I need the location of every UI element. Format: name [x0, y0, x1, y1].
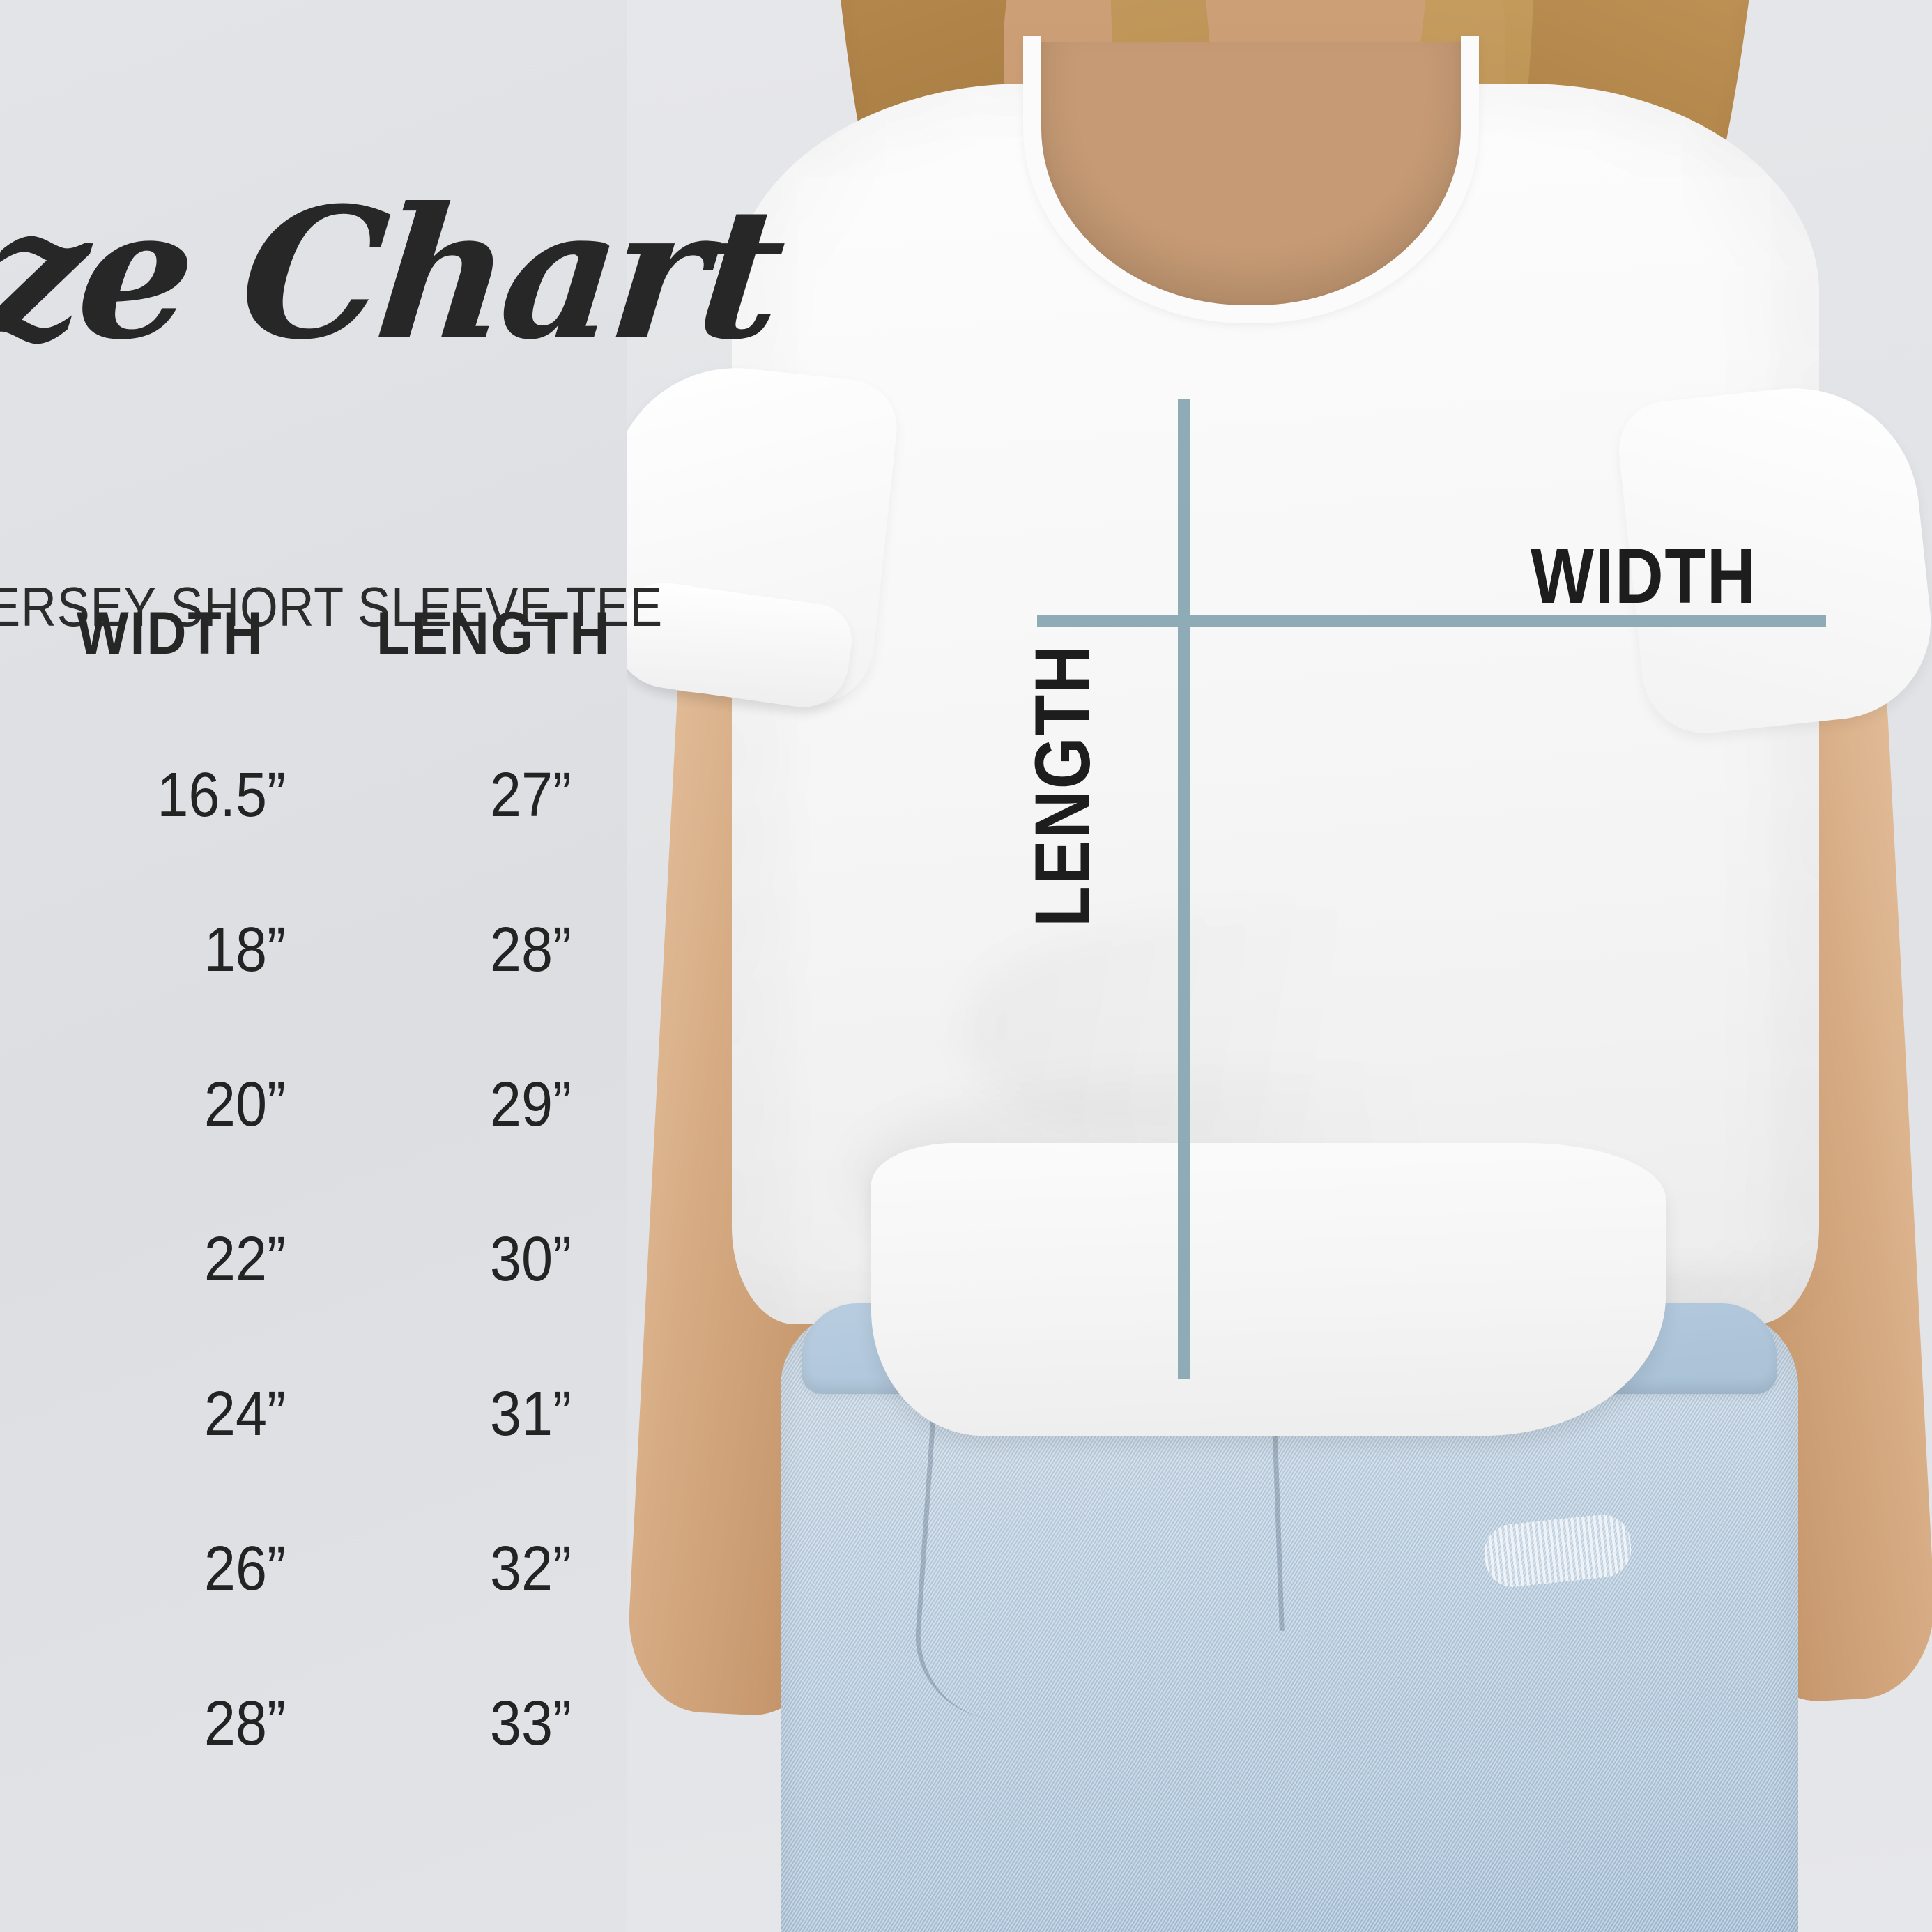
table-row: 20” 29”	[0, 1069, 697, 1224]
page-subtitle: EX JERSEY SHORT SLEEVE TEE	[0, 576, 664, 638]
page-title: ize Chart	[0, 168, 788, 379]
cell-width: 20”	[204, 1070, 286, 1140]
cell-width: 26”	[204, 1534, 286, 1604]
cell-length: 32”	[489, 1534, 572, 1604]
width-measure-line	[1037, 615, 1826, 627]
cell-width: 18”	[204, 915, 286, 985]
length-label: LENGTH	[1019, 643, 1106, 927]
table-row: L 26” 32”	[0, 1533, 697, 1688]
cell-width: 24”	[204, 1379, 286, 1449]
fabric-fold	[962, 906, 1589, 1157]
table-header-row: E WIDTH LENGTH	[0, 599, 697, 718]
table-row: 16.5” 27”	[0, 760, 697, 914]
length-measure-line	[1178, 399, 1190, 1379]
size-table: E WIDTH LENGTH 16.5” 27” 18” 28” 20”	[0, 599, 697, 1801]
table-row: 24” 31”	[0, 1379, 697, 1533]
table-row: L 28” 33”	[0, 1688, 697, 1843]
cell-width: 28”	[204, 1689, 286, 1758]
cell-length: 27”	[489, 760, 572, 830]
table-row: 18” 28”	[0, 914, 697, 1069]
cell-length: 28”	[489, 915, 572, 985]
table-row: 22” 30”	[0, 1224, 697, 1379]
column-header-length: LENGTH	[376, 600, 611, 667]
cell-length: 33”	[489, 1689, 572, 1758]
info-panel: ize Chart EX JERSEY SHORT SLEEVE TEE E W…	[0, 0, 788, 1932]
cell-length: 29”	[489, 1070, 572, 1140]
tshirt-hem	[871, 1143, 1666, 1436]
cell-width: 16.5”	[157, 760, 286, 830]
model-photo: WIDTH LENGTH	[627, 0, 1932, 1932]
table-body: 16.5” 27” 18” 28” 20” 29” 22” 30”	[0, 760, 697, 1843]
width-label: WIDTH	[1531, 532, 1757, 620]
cell-length: 31”	[489, 1379, 572, 1449]
column-header-width: WIDTH	[77, 600, 264, 667]
cell-width: 22”	[204, 1225, 286, 1294]
title-block: ize Chart EX JERSEY SHORT SLEEVE TEE	[0, 168, 788, 638]
jeans-pocket	[910, 1420, 1165, 1730]
cell-length: 30”	[489, 1225, 572, 1294]
